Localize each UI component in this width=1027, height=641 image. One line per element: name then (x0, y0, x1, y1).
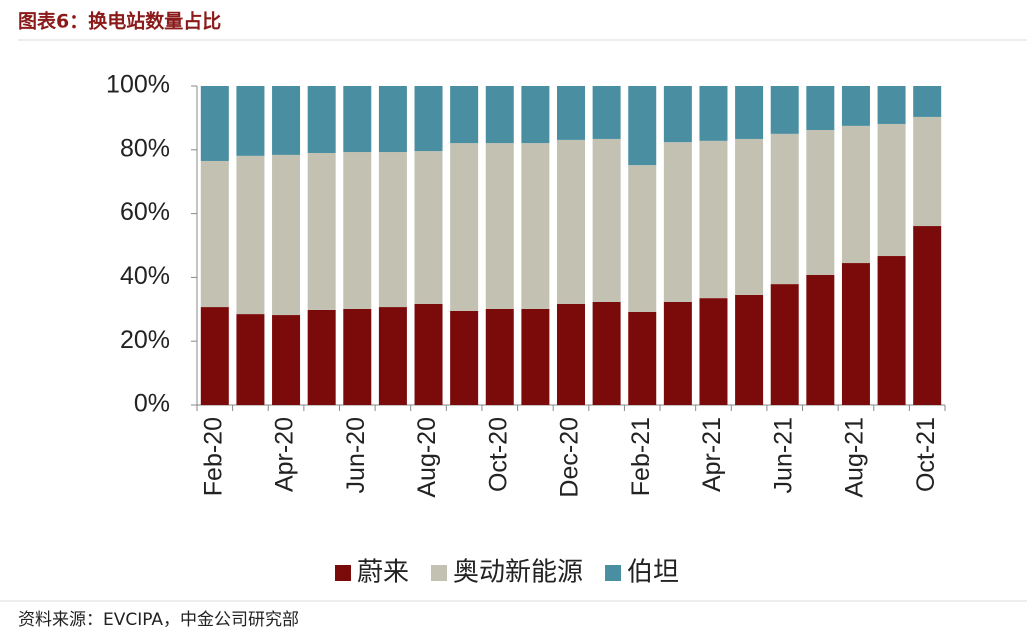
bar-segment (735, 294, 764, 405)
bar-segment (485, 86, 514, 144)
bar-segment (450, 86, 479, 144)
bar-segment (877, 256, 906, 405)
legend-label: 奥动新能源 (453, 558, 583, 588)
x-tick-label: Jun-21 (769, 417, 797, 493)
bar-segment (806, 274, 835, 405)
bar-segment (307, 86, 336, 153)
bar-segment (307, 152, 336, 310)
bar-segment (414, 151, 443, 304)
bar-segment (378, 152, 407, 308)
bar-segment (877, 123, 906, 257)
bar-segment (628, 311, 657, 405)
legend-swatch (431, 565, 448, 581)
bar-segment (735, 138, 764, 295)
bar-segment (378, 307, 407, 405)
bar-segment (485, 143, 514, 309)
bar-segment (450, 143, 479, 311)
x-tick-label: Oct-21 (912, 417, 940, 492)
bar-segment (592, 301, 621, 405)
bar-segment (806, 86, 835, 131)
x-tick-label: Feb-21 (627, 417, 655, 496)
bar-segment (343, 308, 372, 405)
legend-label: 伯坦 (627, 558, 679, 588)
x-tick-label: Oct-20 (484, 417, 512, 492)
bar-segment (236, 314, 265, 405)
x-tick-label: Aug-21 (841, 417, 869, 498)
bar-segment (236, 86, 265, 156)
x-tick-label: Apr-20 (271, 417, 299, 492)
bar-segment (699, 298, 728, 405)
y-tick-label: 0% (134, 390, 170, 418)
legend-swatch (605, 565, 622, 581)
bar-segment (521, 308, 550, 405)
bar-segment (307, 309, 336, 405)
legend-swatch (335, 565, 351, 581)
bar-segment (699, 140, 728, 299)
bar-segment (913, 226, 942, 405)
bar-segment (521, 143, 550, 309)
x-tick-label: Jun-20 (342, 417, 370, 493)
bar-segment (200, 307, 229, 405)
bar-segment (770, 133, 799, 285)
bar-segment (378, 86, 407, 153)
bar-segment (343, 86, 372, 153)
bar-segment (272, 154, 301, 316)
bar-segment (735, 86, 764, 139)
bar-segment (770, 284, 799, 405)
x-tick-label: Dec-20 (556, 417, 584, 498)
bar-segment (663, 86, 692, 143)
bar-segment (200, 86, 229, 161)
bar-segment (628, 86, 657, 166)
bar-segment (272, 315, 301, 405)
y-tick-label: 100% (106, 71, 170, 99)
bar-segment (663, 301, 692, 405)
footer-source: 资料来源：EVCIPA，中金公司研究部 (18, 610, 299, 630)
bar-segment (913, 86, 942, 117)
bar-segment (414, 86, 443, 152)
bar-segment (699, 86, 728, 141)
bar-segment (663, 142, 692, 302)
bar-segment (200, 160, 229, 308)
bar-segment (592, 138, 621, 302)
y-tick-label: 60% (120, 198, 170, 226)
bar-segment (450, 310, 479, 405)
bar-segment (628, 165, 657, 312)
bar-segment (272, 86, 301, 155)
x-tick-label: Aug-20 (413, 417, 441, 498)
bar-segment (841, 125, 870, 264)
bar-segment (521, 86, 550, 144)
bar-segment (236, 155, 265, 315)
bar-segment (557, 139, 585, 304)
y-tick-label: 40% (120, 262, 170, 290)
x-tick-label: Feb-20 (199, 417, 227, 496)
bar-segment (343, 152, 372, 309)
bar-segment (485, 308, 514, 405)
bar-segment (877, 86, 906, 124)
bar-segment (557, 86, 585, 140)
bar-segment (770, 86, 799, 134)
bar-segment (913, 116, 942, 227)
y-tick-label: 20% (120, 326, 170, 354)
bar-segment (557, 303, 585, 405)
bar-segment (841, 263, 870, 405)
bar-segment (592, 86, 621, 139)
x-tick-label: Apr-21 (698, 417, 726, 492)
bar-segment (414, 303, 443, 405)
y-tick-label: 80% (120, 134, 170, 162)
bar-segment (841, 86, 870, 126)
legend-label: 蔚来 (357, 558, 409, 588)
header-title: 图表6：换电站数量占比 (18, 10, 221, 33)
bar-segment (806, 130, 835, 275)
